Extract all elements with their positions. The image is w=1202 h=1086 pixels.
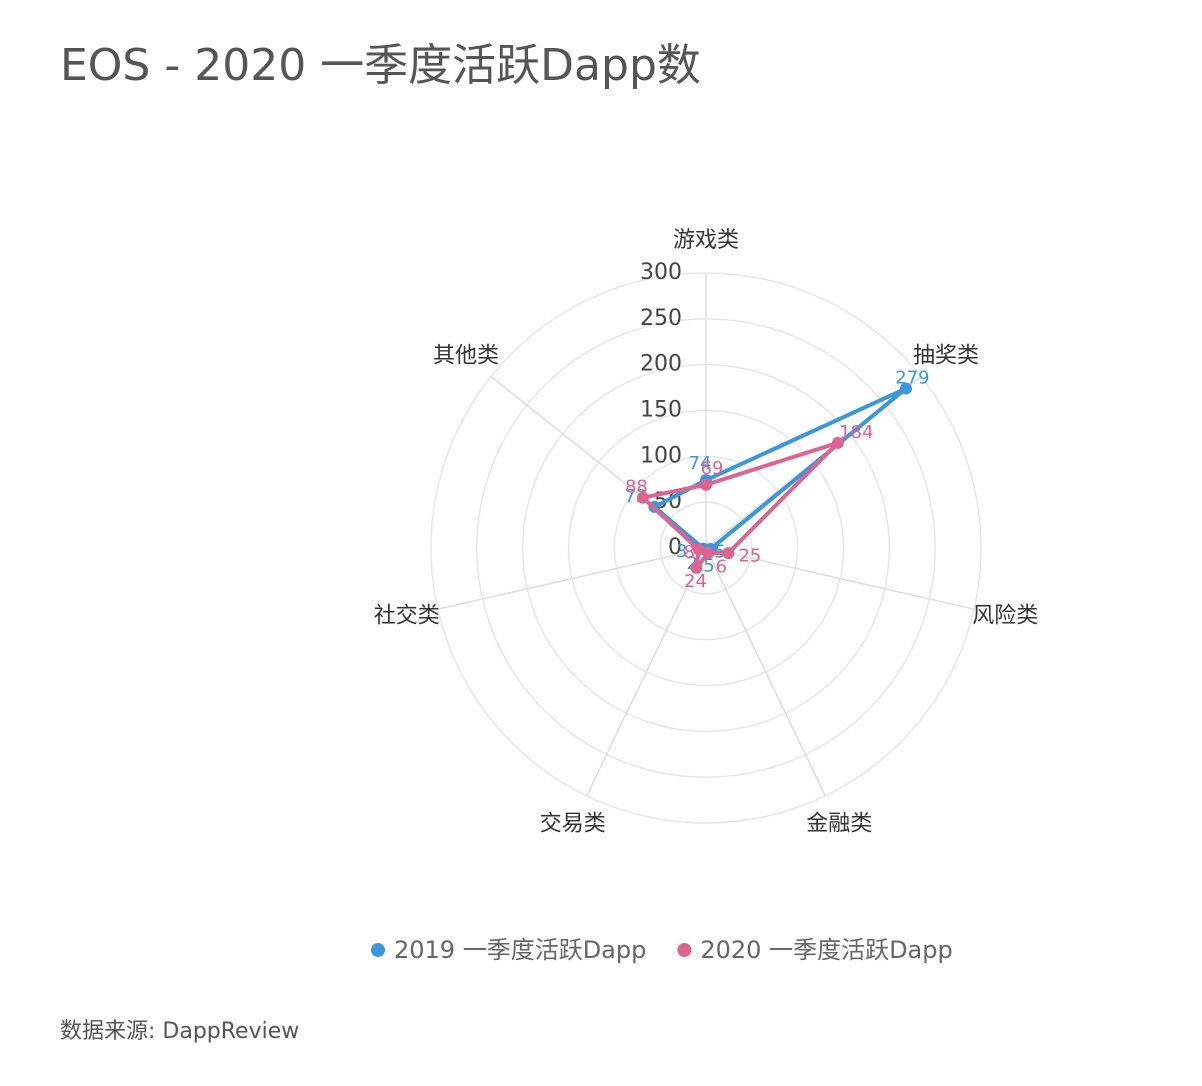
legend-marker (371, 943, 385, 957)
spoke (437, 547, 707, 610)
category-label: 其他类 (433, 344, 499, 369)
legend-marker (677, 943, 692, 957)
data-label: 279 (895, 368, 929, 389)
r-tick-label: 200 (640, 352, 682, 377)
data-point (899, 382, 912, 395)
data-label: 184 (839, 422, 873, 443)
data-label: 88 (625, 477, 648, 498)
category-label: 抽奖类 (913, 344, 979, 369)
category-label: 游戏类 (673, 228, 739, 253)
category-label: 交易类 (540, 812, 606, 837)
data-point (690, 561, 703, 574)
spoke (705, 547, 975, 610)
data-label: 8 (684, 542, 695, 563)
category-label: 金融类 (806, 812, 872, 837)
series-line (640, 440, 840, 570)
category-label: 风险类 (972, 603, 1038, 628)
r-tick-label: 150 (640, 398, 682, 423)
spoke (705, 547, 826, 797)
data-label: 25 (738, 546, 761, 567)
r-tick-label: 300 (640, 260, 682, 285)
category-label: 社交类 (374, 603, 440, 628)
data-label: 74 (689, 453, 712, 474)
data-point (692, 543, 705, 556)
legend-label[interactable]: 2020 一季度活跃Dapp (700, 936, 952, 964)
chart-title: EOS - 2020 一季度活跃Dapp数 (60, 40, 701, 91)
source-note: 数据来源: DappReview (60, 1019, 299, 1044)
legend-label[interactable]: 2019 一季度活跃Dapp (394, 936, 646, 964)
data-point (636, 491, 649, 504)
data-label: 3 (676, 541, 687, 562)
r-tick-label: 0 (668, 535, 682, 560)
data-label: 6 (716, 556, 727, 577)
data-label: 69 (701, 458, 724, 479)
spoke (586, 547, 707, 797)
data-point (702, 546, 715, 559)
data-point (722, 547, 735, 560)
r-tick-label: 250 (640, 306, 682, 331)
r-tick-label: 100 (640, 443, 682, 468)
data-label: 24 (684, 571, 707, 592)
data-point (831, 436, 844, 449)
data-label: 5 (703, 556, 714, 577)
data-point (700, 478, 712, 491)
